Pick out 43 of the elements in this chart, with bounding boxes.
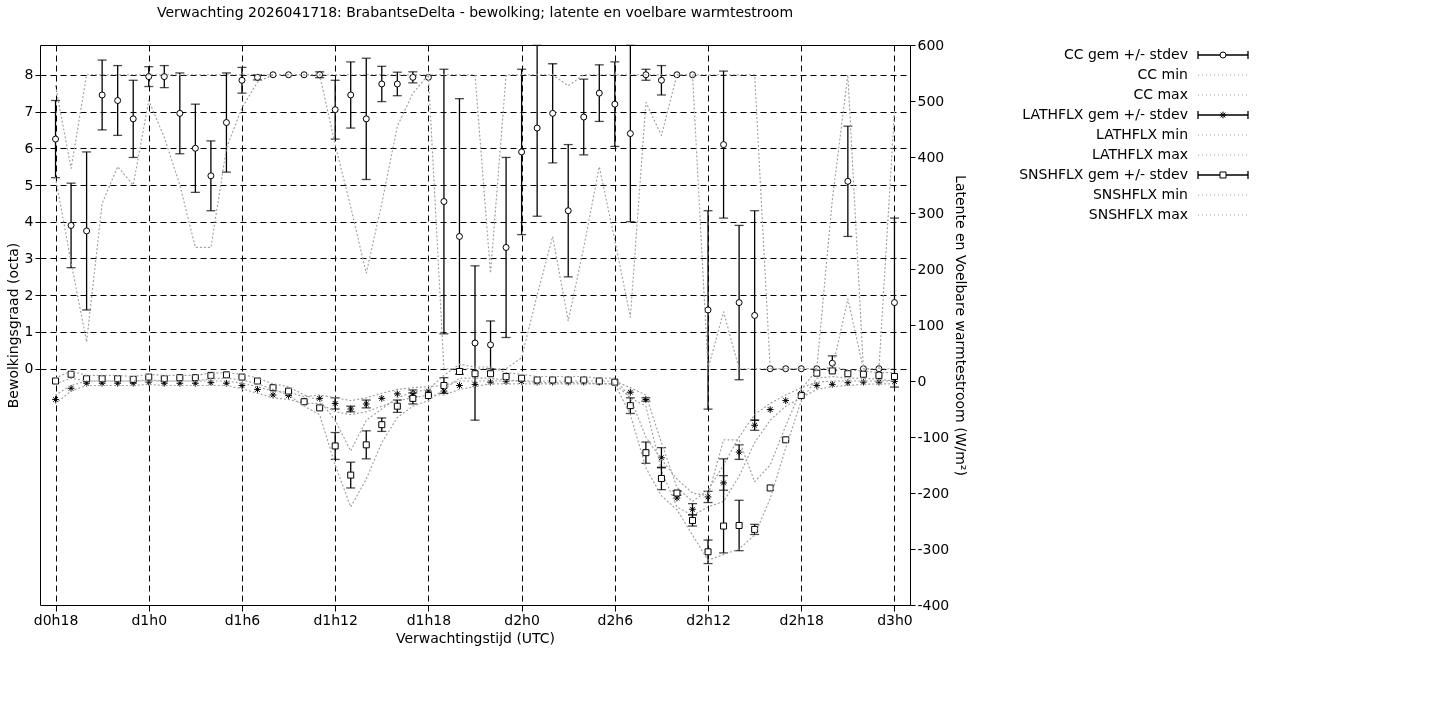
y-tick-label: 5 [24,176,34,193]
x-tick-label: d2h6 [597,611,634,628]
y2-tick-label: 100 [917,316,945,333]
legend-label: LATHFLX gem +/- stdev [1022,106,1188,122]
x-tick-label: d1h6 [224,611,261,628]
y2-tick-label: -200 [917,484,950,501]
y-tick-label: 2 [24,286,34,303]
legend-label: CC max [1133,86,1188,102]
y2-tick-label: 0 [917,372,927,389]
x-tick-label: d2h12 [686,611,731,628]
x-tick-label: d2h0 [504,611,540,628]
y2-tick-label: 400 [917,148,945,165]
y-tick-label: 7 [24,103,34,120]
x-axis-title: Verwachtingstijd (UTC) [395,629,556,646]
x-tick-label: d3h0 [877,611,913,628]
y2-tick-label: 300 [917,204,945,221]
y-tick-label: 6 [24,139,34,156]
y-tick-label: 8 [24,66,34,83]
y2-tick-label: 500 [917,92,945,109]
x-tick-label: d1h18 [406,611,452,628]
y-tick-label: 0 [24,360,34,377]
legend-label: LATHFLX min [1096,126,1188,142]
y2-tick-label: -400 [917,596,950,613]
y-axis-title: Bewolkingsgraad (octa) [4,242,21,409]
y2-tick-label: -100 [917,428,950,445]
y2-tick-label: -300 [917,540,950,557]
y-tick-label: 3 [24,249,34,266]
legend-label: SNSHFLX min [1092,186,1188,202]
legend-label: SNSHFLX gem +/- stdev [1019,166,1188,182]
x-tick-label: d1h12 [313,611,358,628]
y2-tick-label: 600 [917,36,945,53]
x-tick-label: d2h18 [779,611,824,628]
legend-label: CC gem +/- stdev [1063,46,1188,62]
x-tick-label: d1h0 [131,611,168,628]
y2-tick-label: 200 [917,260,945,277]
legend-label: LATHFLX max [1091,146,1188,162]
chart-title: Verwachting 2026041718: BrabantseDelta - bewolking; latente en voelbare warmtestroom [156,4,794,20]
y-tick-label: 4 [24,213,34,230]
y2-axis-title: Latente en Voelbare warmtestroom (W/m²) [953,175,970,476]
x-tick-label: d0h18 [33,611,79,628]
legend-label: CC min [1137,66,1188,82]
legend-label: SNSHFLX max [1088,206,1188,222]
y-tick-label: 1 [24,323,34,340]
